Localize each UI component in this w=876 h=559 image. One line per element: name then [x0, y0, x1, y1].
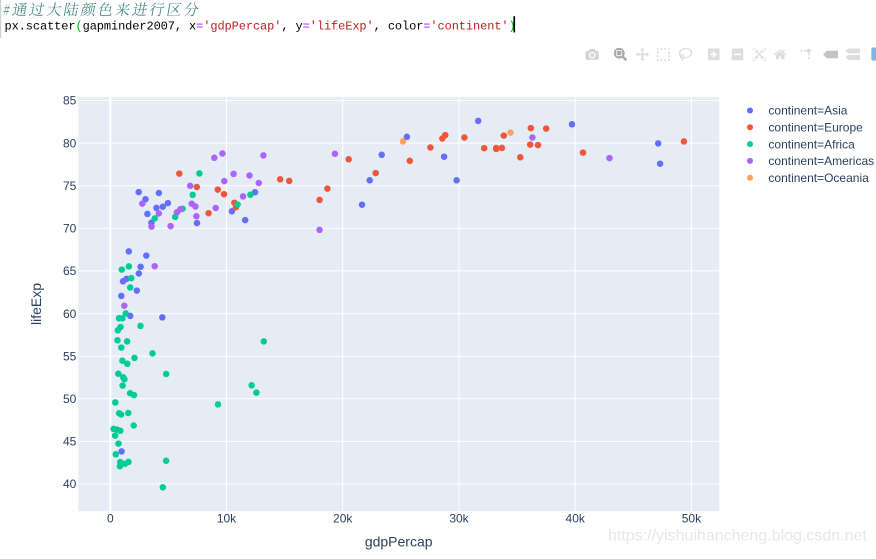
svg-text:65: 65: [63, 264, 77, 278]
svg-text:55: 55: [63, 349, 77, 363]
svg-text:85: 85: [63, 94, 77, 108]
svg-text:lifeExp: lifeExp: [28, 283, 44, 325]
svg-text:continent=Oceania: continent=Oceania: [768, 171, 869, 185]
svg-text:60: 60: [63, 307, 77, 321]
svg-text:gdpPercap: gdpPercap: [365, 534, 433, 550]
svg-text:20k: 20k: [333, 512, 353, 526]
svg-text:continent=Africa: continent=Africa: [768, 137, 855, 151]
svg-text:0: 0: [107, 512, 114, 526]
svg-text:https://yishuihancheng.blog.cs: https://yishuihancheng.blog.csdn.net: [608, 528, 867, 545]
svg-text:continent=Asia: continent=Asia: [768, 104, 847, 118]
svg-text:80: 80: [63, 136, 77, 150]
svg-text:40k: 40k: [566, 512, 586, 526]
svg-text:30k: 30k: [449, 512, 469, 526]
svg-text:50: 50: [63, 392, 77, 406]
svg-text:10k: 10k: [217, 512, 237, 526]
svg-text:70: 70: [63, 222, 77, 236]
svg-text:40: 40: [63, 477, 77, 491]
svg-text:75: 75: [63, 179, 77, 193]
svg-text:continent=Europe: continent=Europe: [768, 121, 863, 135]
svg-text:50k: 50k: [682, 512, 702, 526]
svg-text:px.scatter(gapminder2007, x='g: px.scatter(gapminder2007, x='gdpPercap',…: [5, 20, 516, 34]
svg-text:45: 45: [63, 435, 77, 449]
svg-text:continent=Americas: continent=Americas: [768, 154, 874, 168]
